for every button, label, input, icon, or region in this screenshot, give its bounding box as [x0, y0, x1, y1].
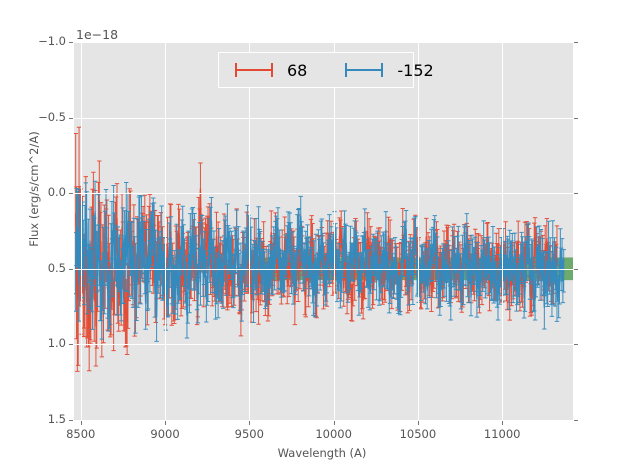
y-tick-label: 0.0	[47, 185, 66, 200]
errorbar-marker-icon	[343, 61, 385, 79]
gridline-horizontal	[74, 268, 573, 270]
legend-entry-152[interactable]: -152	[343, 53, 434, 87]
plot-area	[74, 42, 573, 420]
x-tick-mark	[417, 421, 419, 425]
x-axis-label: Wavelength (A)	[277, 446, 367, 460]
series-line	[74, 209, 565, 318]
legend-label-68: 68	[287, 60, 308, 80]
x-tick-mark	[249, 421, 251, 425]
legend-label-152: -152	[397, 60, 434, 80]
y-tick-label: −1.0	[38, 34, 66, 48]
gridline-vertical	[249, 42, 251, 420]
y-tick-mark	[574, 117, 578, 119]
x-tick-mark	[333, 421, 335, 425]
x-tick-mark	[502, 421, 504, 425]
y-tick-mark	[574, 42, 578, 43]
y-tick-mark	[574, 193, 578, 195]
x-tick-label: 9000	[150, 427, 180, 441]
y-tick-mark	[69, 42, 73, 43]
x-tick-label: 10000	[315, 427, 352, 441]
y-tick-mark	[574, 344, 578, 346]
gridline-vertical	[165, 42, 167, 420]
y-tick-label: 1.5	[47, 412, 66, 426]
gridline-horizontal	[74, 193, 573, 195]
gridline-vertical	[333, 42, 335, 420]
legend-box[interactable]: 68 -152	[218, 52, 434, 88]
x-tick-label: 9500	[234, 427, 264, 441]
y-tick-mark	[574, 268, 578, 270]
y-tick-mark	[574, 420, 578, 421]
gridline-vertical	[417, 42, 419, 420]
y-tick-label: 1.0	[47, 336, 66, 351]
x-tick-label: 10500	[399, 427, 437, 441]
gridline-vertical	[80, 42, 82, 420]
y-tick-label: −0.5	[38, 109, 66, 124]
y-tick-mark	[69, 268, 73, 270]
legend-entry-68[interactable]: 68	[233, 53, 307, 87]
y-tick-label: 0.5	[47, 260, 66, 275]
gridline-vertical	[502, 42, 504, 420]
y-tick-mark	[69, 344, 73, 346]
y-axis-offset-label: 1e−18	[76, 27, 119, 42]
y-tick-mark	[69, 117, 73, 119]
x-tick-mark	[80, 421, 82, 425]
gridline-horizontal	[74, 117, 573, 119]
y-tick-mark	[69, 193, 73, 195]
series-blue-152	[74, 180, 566, 342]
y-tick-mark	[69, 420, 73, 421]
x-tick-label: 11000	[483, 427, 521, 441]
spectrum-data-layer	[74, 126, 573, 372]
errorbar-marker-icon	[233, 61, 275, 79]
x-tick-label: 8500	[66, 427, 96, 441]
gridline-horizontal	[74, 42, 573, 43]
gridline-horizontal	[74, 344, 573, 346]
x-tick-mark	[165, 421, 167, 425]
